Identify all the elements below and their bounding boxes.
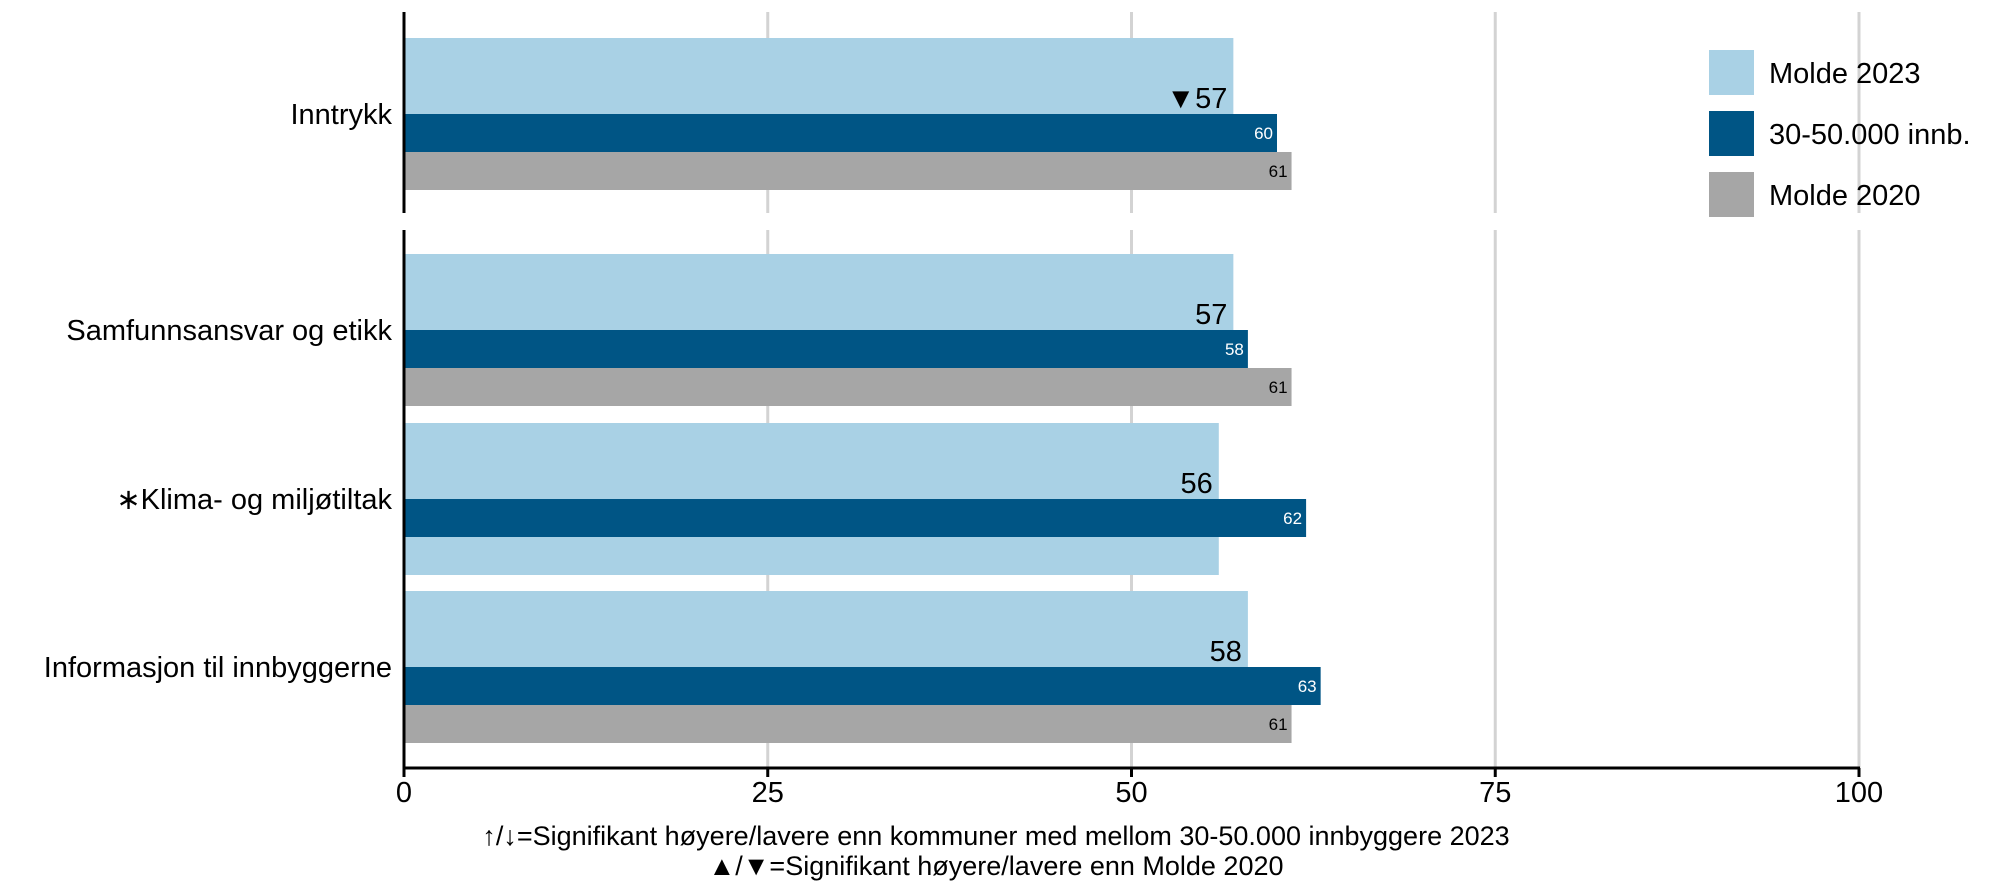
category-label: Inntrykk — [290, 99, 392, 131]
category-label: Informasjon til innbyggerne — [44, 652, 392, 684]
category-label: Samfunnsansvar og etikk — [66, 315, 392, 347]
data-label-30-50000-innb: 60 — [1254, 124, 1273, 143]
bar-molde-2020 — [404, 705, 1292, 743]
x-tick-label: 100 — [1835, 777, 1883, 809]
bar-molde-2023 — [404, 591, 1248, 667]
data-label-30-50000-innb: 63 — [1298, 677, 1317, 696]
legend-swatch — [1709, 111, 1754, 156]
data-label-30-50000-innb: 62 — [1283, 509, 1302, 528]
x-tick-label: 75 — [1479, 777, 1511, 809]
data-label-molde-2023: 58 — [1210, 636, 1242, 668]
data-label-molde-2020: 61 — [1269, 715, 1288, 734]
legend-entry: Molde 2020 — [1769, 180, 1921, 212]
data-label-30-50000-innb: 58 — [1225, 340, 1244, 359]
legend-entry: 30-50.000 innb. — [1769, 119, 1971, 151]
bar-molde-2023 — [404, 254, 1234, 330]
significance-note-municipalities: ↑/↓=Signifikant høyere/lavere enn kommun… — [482, 821, 1510, 851]
data-label-molde-2023: 57 — [1195, 299, 1227, 331]
bar-30-50000-innb — [404, 667, 1321, 705]
data-label-molde-2020: 61 — [1269, 162, 1288, 181]
bar-30-50000-innb — [404, 330, 1248, 368]
data-label-molde-2020: 61 — [1269, 378, 1288, 397]
x-tick-label: 50 — [1115, 777, 1147, 809]
x-tick-label: 25 — [752, 777, 784, 809]
bar-molde-2020 — [404, 152, 1292, 190]
significance-note-previous-year: ▲/▼=Signifikant høyere/lavere enn Molde … — [708, 851, 1284, 881]
legend-swatch — [1709, 50, 1754, 95]
bar-molde-2020 — [404, 368, 1292, 406]
category-label: ∗Klima- og miljøtiltak — [116, 484, 392, 516]
data-label-molde-2023: ▼57 — [1166, 83, 1227, 115]
bar-30-50000-innb — [404, 114, 1277, 152]
bar-molde-2023 — [404, 38, 1234, 114]
legend-entry: Molde 2023 — [1769, 58, 1921, 90]
bar-30-50000-innb — [404, 499, 1307, 537]
legend-swatch — [1709, 172, 1754, 217]
data-label-molde-2023: 56 — [1181, 468, 1213, 500]
x-tick-label: 0 — [396, 777, 412, 809]
